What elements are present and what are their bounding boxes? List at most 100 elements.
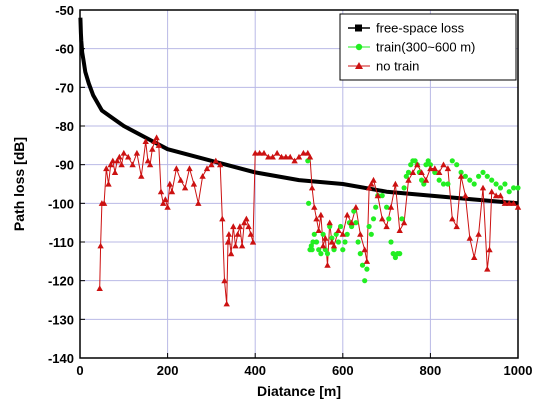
no-train-point <box>118 161 125 168</box>
no-train-point <box>396 227 403 233</box>
no-train-point <box>400 219 408 226</box>
train-point <box>355 239 361 245</box>
no-train-point <box>392 180 399 187</box>
y-tick-label: -120 <box>48 274 74 289</box>
no-train-point <box>313 215 320 222</box>
no-train-point <box>164 204 171 210</box>
no-train-point <box>317 211 325 218</box>
grid-lines <box>79 9 519 359</box>
no-train-point <box>295 153 303 160</box>
no-train-point <box>260 149 268 156</box>
no-train-point <box>252 149 259 156</box>
x-tick-label: 200 <box>157 363 179 378</box>
no-train-point <box>116 153 123 160</box>
no-train-point <box>444 165 452 172</box>
train-point <box>335 239 341 245</box>
no-train-point <box>97 242 104 249</box>
no-train-point <box>300 149 307 156</box>
train-point <box>401 185 407 191</box>
no-train-point <box>379 215 386 222</box>
no-train-point <box>96 285 103 291</box>
no-train-point <box>227 250 235 257</box>
train-point <box>515 185 521 191</box>
y-axis-title: Path loss [dB] <box>11 137 27 231</box>
no-train-point <box>365 184 373 191</box>
y-tick-label: -80 <box>55 119 74 134</box>
x-tick-label: 400 <box>244 363 266 378</box>
no-train-point <box>129 161 136 168</box>
no-train-point <box>311 204 318 210</box>
train-point <box>353 220 359 226</box>
no-train-point <box>497 192 504 199</box>
train-point <box>449 158 455 164</box>
no-train-point <box>344 211 351 218</box>
no-train-point <box>510 200 517 206</box>
no-train-point <box>431 165 438 172</box>
no-train-point <box>221 277 228 284</box>
legend-swatch-marker <box>355 24 362 32</box>
no-train-point <box>330 242 338 249</box>
no-train-point <box>241 219 248 226</box>
train-point <box>489 177 495 183</box>
legend-swatch-marker <box>355 62 363 69</box>
no-train-point <box>256 149 263 156</box>
train-point <box>309 247 315 253</box>
train-point <box>480 169 486 175</box>
no-train-point <box>151 138 158 144</box>
train-point <box>436 177 442 183</box>
train-point <box>506 189 512 195</box>
train-point <box>370 216 377 222</box>
no-train-point <box>363 258 371 264</box>
train-point <box>324 251 331 257</box>
no-train-point <box>370 176 377 183</box>
train-point <box>510 185 517 191</box>
no-train-point <box>319 242 327 249</box>
y-tick-label: -90 <box>55 158 74 173</box>
no-train-point <box>155 142 162 148</box>
no-train-point <box>249 238 257 245</box>
train-point <box>405 169 412 175</box>
no-train-point <box>232 242 239 249</box>
train-point <box>392 254 398 261</box>
no-train-point <box>133 149 141 156</box>
no-train-point <box>466 234 473 241</box>
no-train-point <box>219 215 226 222</box>
no-train-point <box>142 138 149 144</box>
no-train-point <box>125 153 132 160</box>
train-point <box>390 251 396 257</box>
no-train-point <box>114 157 121 164</box>
no-train-point <box>326 219 333 226</box>
no-train-point <box>195 200 202 206</box>
train-point <box>476 173 482 179</box>
no-train-point <box>138 173 145 179</box>
no-train-point <box>181 184 189 191</box>
no-train-point <box>409 169 417 175</box>
no-train-point <box>166 180 173 187</box>
legend-item: free-space loss <box>348 21 465 36</box>
train-point <box>427 162 433 168</box>
legend-item: train(300~600 m) <box>348 40 475 55</box>
no-train-point <box>225 231 233 237</box>
train-point <box>338 223 344 230</box>
legend-label: train(300~600 m) <box>376 40 475 55</box>
train-point <box>313 239 320 245</box>
no-train-point <box>208 161 215 168</box>
no-train-point <box>304 149 311 156</box>
no-train-point <box>186 165 193 172</box>
series-layer <box>78 17 522 307</box>
train-point <box>373 204 379 210</box>
no-train-point <box>177 176 184 183</box>
train-point <box>362 278 368 284</box>
no-train-point <box>324 262 331 268</box>
no-train-point <box>173 165 180 172</box>
no-train-point <box>160 200 167 206</box>
plot-area <box>79 9 519 359</box>
no-train-point <box>287 153 294 160</box>
train-point <box>493 181 499 187</box>
no-train-point <box>153 134 160 141</box>
x-tick-label: 0 <box>76 363 83 378</box>
no-train-point <box>361 246 368 253</box>
no-train-point <box>243 215 250 222</box>
train-point <box>419 177 425 183</box>
y-tick-label: -130 <box>48 312 74 327</box>
